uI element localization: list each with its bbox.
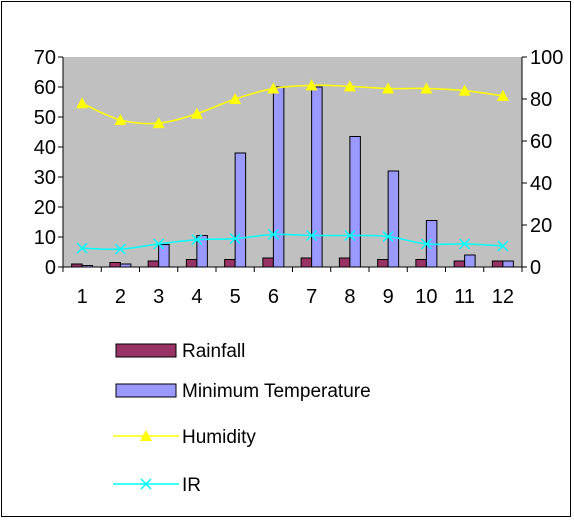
bar-rainfall-2 [109, 262, 121, 268]
legend-label-humidity: Humidity [182, 427, 256, 448]
marker-humidity-7 [305, 79, 318, 91]
right-tick-label-20: 20 [530, 215, 552, 237]
marker-ir-4-stroke-b [191, 234, 203, 246]
x-tick-label-7: 7 [306, 286, 317, 308]
bar-rainfall-12 [491, 260, 504, 268]
marker-ir-8 [344, 229, 356, 242]
marker-humidity-8 [343, 80, 356, 92]
right-tick-label-0: 0 [530, 257, 541, 279]
bar-minimum-temperature-3 [158, 244, 170, 268]
marker-ir-2 [114, 243, 126, 255]
x-tick-label-11: 11 [454, 286, 475, 308]
line-layer [76, 79, 509, 255]
bar-minimum-temperature-11 [464, 254, 476, 268]
marker-ir-8-stroke-b [344, 229, 356, 242]
bar-minimum-temperature-12 [502, 260, 514, 268]
bar-rainfall-3 [147, 260, 160, 268]
legend-marker-ir [140, 478, 152, 490]
marker-humidity-3 [152, 117, 165, 129]
legend-label-minimum-temperature: Minimum Temperature [182, 381, 371, 402]
marker-ir-7-stroke-b [306, 229, 318, 242]
x-tick-label-2: 2 [115, 286, 126, 308]
bar-rainfall-5 [224, 259, 236, 268]
marker-humidity-6 [267, 82, 280, 94]
left-tick-label-70: 70 [34, 47, 56, 69]
marker-ir-10 [420, 238, 432, 250]
marker-ir-4 [191, 234, 203, 246]
marker-ir-5-stroke-b [229, 233, 241, 245]
left-tick-label-60: 60 [34, 77, 56, 99]
legend-marker-humidity [140, 430, 152, 441]
marker-humidity-12 [496, 89, 509, 101]
right-tick-label-40: 40 [530, 173, 552, 195]
marker-ir-3-stroke-b [153, 238, 165, 250]
left-tick-label-50: 50 [34, 107, 56, 129]
left-tick-label-30: 30 [34, 167, 56, 189]
bar-rainfall-11 [453, 260, 466, 268]
marker-humidity-2 [114, 114, 127, 125]
marker-humidity-10 [420, 82, 433, 94]
legend-label-ir: IR [182, 475, 201, 496]
left-tick-label-20: 20 [34, 197, 56, 219]
left-tick-label-0: 0 [45, 257, 56, 279]
legend-marker-ir-stroke-b [140, 478, 152, 490]
marker-ir-1 [76, 242, 88, 254]
legend-swatch-minimum-temperature [115, 383, 177, 398]
marker-humidity-11 [458, 84, 471, 96]
x-tick-label-6: 6 [268, 286, 279, 308]
marker-ir-1-stroke-b [76, 242, 88, 254]
x-tick-label-8: 8 [344, 286, 355, 308]
marker-ir-6 [267, 228, 279, 240]
marker-ir-11-stroke-b [459, 238, 471, 250]
marker-ir-11 [459, 238, 471, 250]
series-line-ir [82, 233, 503, 251]
x-tick-label-12: 12 [492, 286, 514, 308]
marker-ir-9 [382, 231, 394, 243]
right-tick-label-100: 100 [530, 47, 563, 69]
marker-ir-10-stroke-b [420, 238, 432, 250]
legend-label-rainfall: Rainfall [182, 341, 245, 362]
x-tick-label-9: 9 [383, 286, 394, 308]
left-tick-label-10: 10 [34, 227, 56, 249]
marker-ir-3 [153, 238, 165, 250]
marker-ir-5 [229, 233, 241, 245]
bar-rainfall-8 [338, 257, 351, 268]
bar-rainfall-4 [185, 259, 198, 268]
bar-minimum-temperature-9 [387, 170, 400, 268]
x-tick-label-5: 5 [230, 286, 241, 308]
legend-swatch-rainfall [115, 343, 177, 358]
marker-humidity-1 [76, 97, 89, 109]
bar-minimum-temperature-5 [234, 152, 247, 268]
bar-minimum-temperature-6 [272, 86, 285, 268]
legend: Rainfall Minimum Temperature Humidity IR [113, 341, 371, 496]
x-tick-label-1: 1 [77, 286, 88, 308]
marker-humidity-9 [382, 82, 395, 94]
x-tick-label-4: 4 [191, 286, 202, 308]
marker-ir-9-stroke-b [382, 231, 394, 243]
right-tick-label-60: 60 [530, 131, 552, 153]
marker-ir-2-stroke-b [114, 243, 126, 255]
left-tick-label-40: 40 [34, 137, 56, 159]
marker-ir-12-stroke-b [497, 240, 509, 252]
bar-minimum-temperature-8 [349, 136, 361, 268]
marker-humidity-5 [229, 93, 242, 104]
plot-area [63, 57, 522, 267]
x-tick-label-10: 10 [415, 286, 437, 308]
bar-rainfall-6 [262, 257, 274, 268]
marker-humidity-4 [190, 107, 203, 119]
marker-ir-7 [306, 229, 318, 242]
marker-ir-12 [497, 240, 509, 252]
right-tick-label-80: 80 [530, 89, 552, 111]
marker-ir-6-stroke-b [267, 228, 279, 240]
bar-rainfall-10 [415, 259, 427, 268]
bar-rainfall-7 [300, 257, 313, 268]
bar-rainfall-9 [377, 259, 389, 268]
x-tick-label-3: 3 [153, 286, 164, 308]
